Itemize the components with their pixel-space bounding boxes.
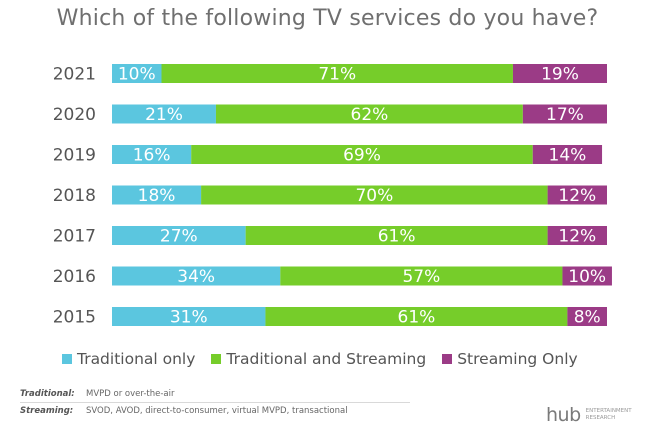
note-definition: MVPD or over-the-air [86, 389, 175, 399]
data-label-2020-s0: 21% [145, 105, 183, 125]
bar-segment-2016-s1 [280, 266, 563, 286]
definitions-notes: Traditional: MVPD or over-the-air Stream… [20, 386, 410, 419]
bar-segment-2019-s0 [112, 145, 192, 164]
hub-logo: hub ENTERTAINMENT RESEARCH [546, 404, 648, 426]
legend-item-1: Traditional and Streaming [211, 350, 426, 368]
bar-segment-2018-s0 [112, 185, 202, 205]
data-label-2021-s0: 10% [118, 65, 156, 85]
bar-segment-2017-s1 [245, 226, 548, 245]
bar-segment-2016-s0 [112, 266, 281, 286]
bar-segment-2021-s1 [161, 64, 513, 83]
bar-segment-2018-s1 [201, 185, 548, 205]
bar-segment-2015-s2 [567, 307, 607, 326]
category-label-2016: 2016 [53, 267, 96, 287]
legend-item-0: Traditional only [62, 350, 195, 368]
legend-swatch [211, 354, 222, 364]
category-label-2020: 2020 [53, 105, 96, 125]
category-label-2017: 2017 [53, 227, 96, 247]
logo-mark: hub [546, 404, 581, 426]
note-definition: SVOD, AVOD, direct-to-consumer, virtual … [86, 406, 348, 416]
bar-segment-2017-s2 [547, 226, 607, 245]
data-label-2017-s2: 12% [558, 227, 596, 247]
category-label-2018: 2018 [53, 186, 96, 206]
legend: Traditional only Traditional and Streamin… [62, 350, 578, 368]
data-label-2019-s1: 69% [343, 146, 381, 166]
data-label-2017-s0: 27% [160, 227, 198, 247]
bar-segment-2016-s2 [562, 266, 612, 286]
legend-swatch [62, 354, 72, 364]
bar-segment-2020-s2 [522, 104, 607, 124]
data-label-2018-s0: 18% [138, 186, 176, 206]
logo-tagline: ENTERTAINMENT RESEARCH [585, 408, 632, 421]
bar-segment-2020-s0 [112, 104, 216, 124]
data-label-2015-s1: 61% [398, 308, 436, 328]
category-label-2021: 2021 [53, 65, 96, 85]
legend-item-2: Streaming Only [442, 350, 578, 368]
chart-title: Which of the following TV services do yo… [56, 6, 599, 31]
data-label-2019-s0: 16% [133, 146, 171, 166]
note-streaming: Streaming: SVOD, AVOD, direct-to-consume… [20, 402, 410, 419]
data-label-2017-s1: 61% [378, 227, 416, 247]
note-traditional: Traditional: MVPD or over-the-air [20, 386, 410, 402]
bar-segment-2018-s2 [547, 185, 607, 205]
data-label-2016-s0: 34% [177, 267, 215, 287]
data-label-2016-s2: 10% [568, 267, 606, 287]
bar-segment-2019-s1 [191, 145, 533, 164]
bar-segment-2015-s0 [112, 307, 266, 326]
note-term: Streaming: [20, 406, 74, 416]
bar-segment-2019-s2 [532, 145, 603, 164]
bar-segment-2021-s0 [112, 64, 162, 83]
legend-swatch [442, 354, 453, 364]
data-label-2018-s1: 70% [355, 186, 393, 206]
category-label-2015: 2015 [53, 308, 96, 328]
legend-label: Streaming Only [457, 350, 578, 368]
data-label-2019-s2: 14% [549, 146, 587, 166]
stacked-bar-chart: 2021 10% 71% 19% 2020 21% 62% 17% 2019 16% 69% 14% 2… [53, 64, 612, 328]
bar-segment-2015-s1 [265, 307, 568, 326]
legend-label: Traditional and Streaming [226, 350, 427, 368]
bar-segment-2021-s2 [512, 64, 607, 83]
data-label-2015-s2: 8% [574, 308, 601, 328]
data-label-2021-s2: 19% [541, 65, 579, 85]
data-label-2016-s1: 57% [402, 267, 440, 287]
data-label-2015-s0: 31% [170, 308, 208, 328]
data-label-2018-s2: 12% [558, 186, 596, 206]
note-term: Traditional: [20, 389, 75, 399]
data-label-2020-s2: 17% [546, 105, 584, 125]
data-label-2021-s1: 71% [318, 65, 356, 85]
category-label-2019: 2019 [53, 146, 96, 166]
legend-label: Traditional only [77, 350, 196, 368]
bar-segment-2017-s0 [112, 226, 246, 245]
data-label-2020-s1: 62% [351, 105, 389, 125]
bar-segment-2020-s1 [215, 104, 523, 124]
